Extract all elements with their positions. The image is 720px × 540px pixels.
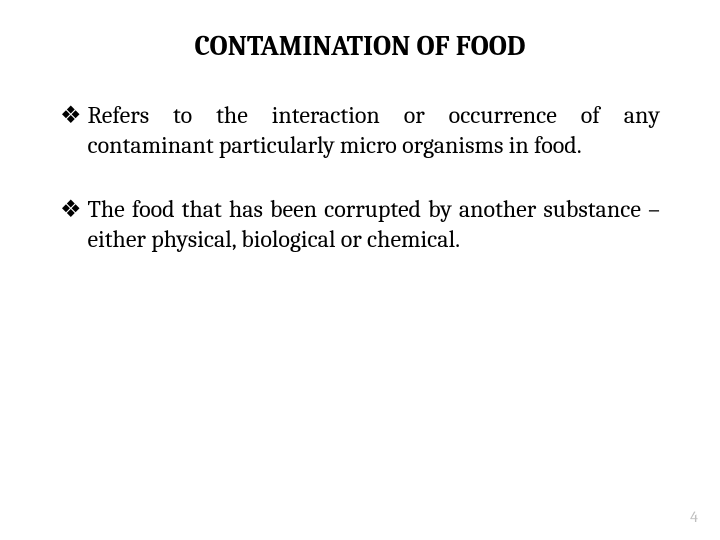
- bullet-text: The food that has been corrupted by anot…: [88, 194, 660, 254]
- page-number: 4: [690, 508, 698, 526]
- diamond-bullet-icon: ❖: [60, 194, 82, 224]
- bullet-item: ❖ The food that has been corrupted by an…: [60, 194, 660, 254]
- bullet-item: ❖ Refers to the interaction or occurrenc…: [60, 100, 660, 160]
- slide-container: CONTAMINATION OF FOOD ❖ Refers to the in…: [0, 0, 720, 540]
- diamond-bullet-icon: ❖: [60, 100, 82, 130]
- slide-title: CONTAMINATION OF FOOD: [60, 30, 660, 62]
- bullet-text: Refers to the interaction or occurrence …: [88, 100, 660, 160]
